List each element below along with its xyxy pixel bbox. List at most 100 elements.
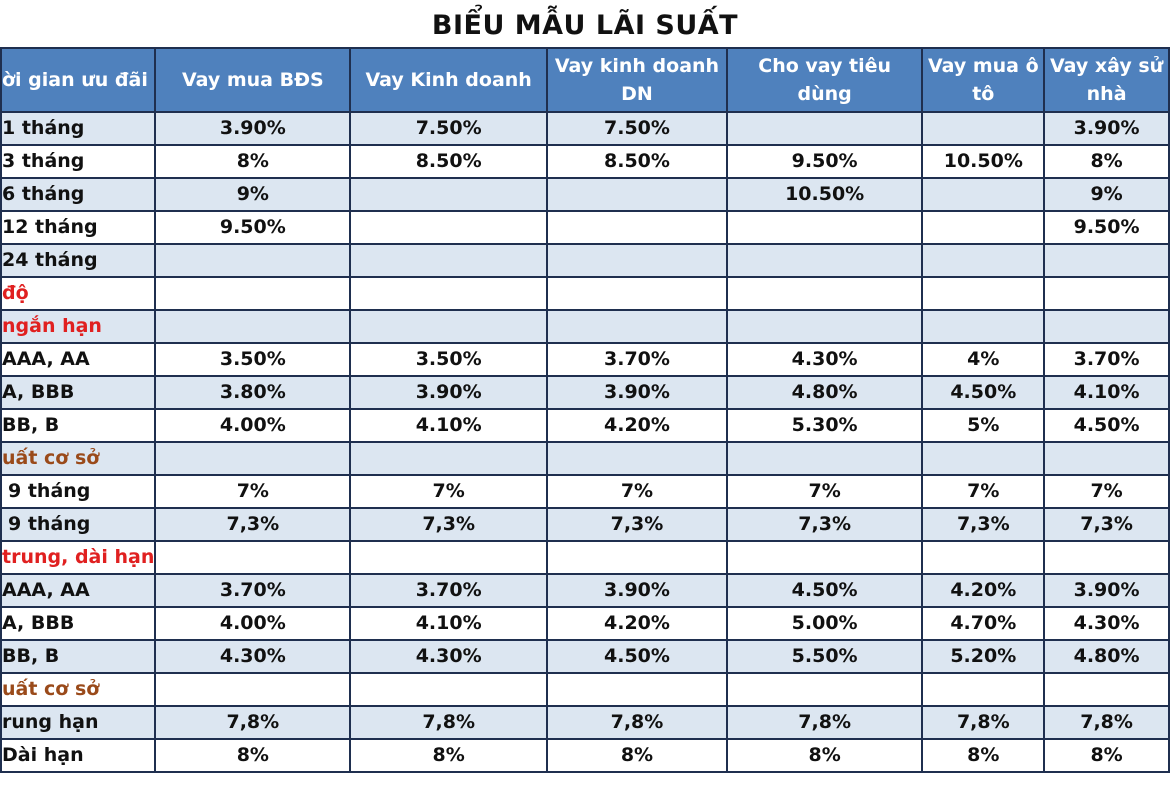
table-cell: 5.20% — [921, 639, 1046, 674]
table-row: 9 tháng 7% 7% 7% 7% 7% 7% — [0, 474, 1170, 509]
table-cell — [725, 540, 924, 575]
row-label: 1 tháng — [0, 111, 157, 146]
table-row: ngắn hạn — [0, 309, 1170, 344]
table-cell: 7% — [154, 474, 352, 509]
table-cell: 3.50% — [349, 342, 549, 377]
table-cell: 8% — [154, 738, 352, 773]
table-cell: 8% — [546, 738, 728, 773]
row-label: rung hạn — [0, 705, 157, 740]
row-label: BB, B — [0, 408, 157, 443]
table-row: uất cơ sở — [0, 672, 1170, 707]
table-row: AAA, AA 3.50% 3.50% 3.70% 4.30% 4% 3.70% — [0, 342, 1170, 377]
table-cell: 4.80% — [725, 375, 924, 410]
table-cell: 4.70% — [921, 606, 1046, 641]
table-cell: 8% — [349, 738, 549, 773]
table-row: 9 tháng 7,3% 7,3% 7,3% 7,3% 7,3% 7,3% — [0, 507, 1170, 542]
table-cell — [725, 672, 924, 707]
header-preferential-period: ời gian ưu đãi — [0, 47, 157, 113]
table-cell — [725, 309, 924, 344]
table-row: 12 tháng 9.50% 9.50% — [0, 210, 1170, 245]
table-cell: 8.50% — [349, 144, 549, 179]
row-label: AAA, AA — [0, 573, 157, 608]
table-cell — [154, 276, 352, 311]
table-cell: 3.90% — [349, 375, 549, 410]
table-cell: 9.50% — [725, 144, 924, 179]
table-cell: 7,3% — [154, 507, 352, 542]
table-cell — [546, 309, 728, 344]
table-cell: 10.50% — [921, 144, 1046, 179]
table-cell: 9% — [154, 177, 352, 212]
table-cell: 4.30% — [1043, 606, 1170, 641]
table-cell: 9% — [1043, 177, 1170, 212]
table-cell: 7,3% — [546, 507, 728, 542]
table-cell — [921, 177, 1046, 212]
table-cell: 3.50% — [154, 342, 352, 377]
table-cell: 5.50% — [725, 639, 924, 674]
table-cell — [921, 111, 1046, 146]
table-cell — [921, 672, 1046, 707]
row-label: A, BBB — [0, 606, 157, 641]
table-cell — [546, 276, 728, 311]
table-row: uất cơ sở — [0, 441, 1170, 476]
table-row: AAA, AA 3.70% 3.70% 3.90% 4.50% 4.20% 3.… — [0, 573, 1170, 608]
section-label: uất cơ sở — [0, 672, 157, 707]
table-cell — [546, 243, 728, 278]
header-business-loan: Vay Kinh doanh — [349, 47, 549, 113]
row-label: BB, B — [0, 639, 157, 674]
section-label: độ — [0, 276, 157, 311]
table-cell: 3.90% — [154, 111, 352, 146]
table-row: độ — [0, 276, 1170, 311]
table-cell — [725, 210, 924, 245]
table-cell — [1043, 243, 1170, 278]
table-cell — [725, 441, 924, 476]
table-cell: 3.90% — [1043, 573, 1170, 608]
table-cell: 3.70% — [154, 573, 352, 608]
table-cell: 3.80% — [154, 375, 352, 410]
table-cell: 8% — [1043, 144, 1170, 179]
table-cell: 4.00% — [154, 408, 352, 443]
table-cell: 4.20% — [921, 573, 1046, 608]
table-cell: 4.30% — [154, 639, 352, 674]
table-cell: 7,3% — [725, 507, 924, 542]
table-cell: 4.30% — [349, 639, 549, 674]
section-label: uất cơ sở — [0, 441, 157, 476]
table-cell: 7,8% — [1043, 705, 1170, 740]
table-cell — [921, 309, 1046, 344]
table-cell — [154, 540, 352, 575]
table-cell — [546, 441, 728, 476]
table-row: rung hạn 7,8% 7,8% 7,8% 7,8% 7,8% 7,8% — [0, 705, 1170, 740]
table-cell: 7,3% — [921, 507, 1046, 542]
table-cell: 7,8% — [546, 705, 728, 740]
table-cell — [349, 441, 549, 476]
table-cell: 9.50% — [1043, 210, 1170, 245]
table-cell: 7% — [349, 474, 549, 509]
table-cell: 7% — [921, 474, 1046, 509]
table-cell — [349, 540, 549, 575]
table-cell: 3.90% — [546, 375, 728, 410]
table-cell — [349, 276, 549, 311]
header-enterprise-loan: Vay kinh doanh DN — [546, 47, 728, 113]
header-consumer-loan: Cho vay tiêu dùng — [725, 47, 924, 113]
row-label: 3 tháng — [0, 144, 157, 179]
table-cell: 4.20% — [546, 408, 728, 443]
table-cell: 8% — [1043, 738, 1170, 773]
table-cell: 4.50% — [921, 375, 1046, 410]
table-cell — [349, 309, 549, 344]
table-cell: 7,8% — [725, 705, 924, 740]
interest-rate-table: ời gian ưu đãi Vay mua BĐS Vay Kinh doan… — [0, 47, 1170, 773]
row-label: 9 tháng — [0, 474, 157, 509]
table-cell: 4.20% — [546, 606, 728, 641]
table-row: 1 tháng 3.90% 7.50% 7.50% 3.90% — [0, 111, 1170, 146]
table-row: A, BBB 4.00% 4.10% 4.20% 5.00% 4.70% 4.3… — [0, 606, 1170, 641]
table-cell — [1043, 276, 1170, 311]
table-cell — [921, 276, 1046, 311]
table-cell: 3.70% — [349, 573, 549, 608]
header-construction-loan: Vay xây sử nhà — [1043, 47, 1170, 113]
table-cell: 5.00% — [725, 606, 924, 641]
table-row: 24 tháng — [0, 243, 1170, 278]
section-label: ngắn hạn — [0, 309, 157, 344]
table-row: trung, dài hạn — [0, 540, 1170, 575]
table-cell: 4.80% — [1043, 639, 1170, 674]
table-cell — [546, 672, 728, 707]
table-cell — [1043, 672, 1170, 707]
